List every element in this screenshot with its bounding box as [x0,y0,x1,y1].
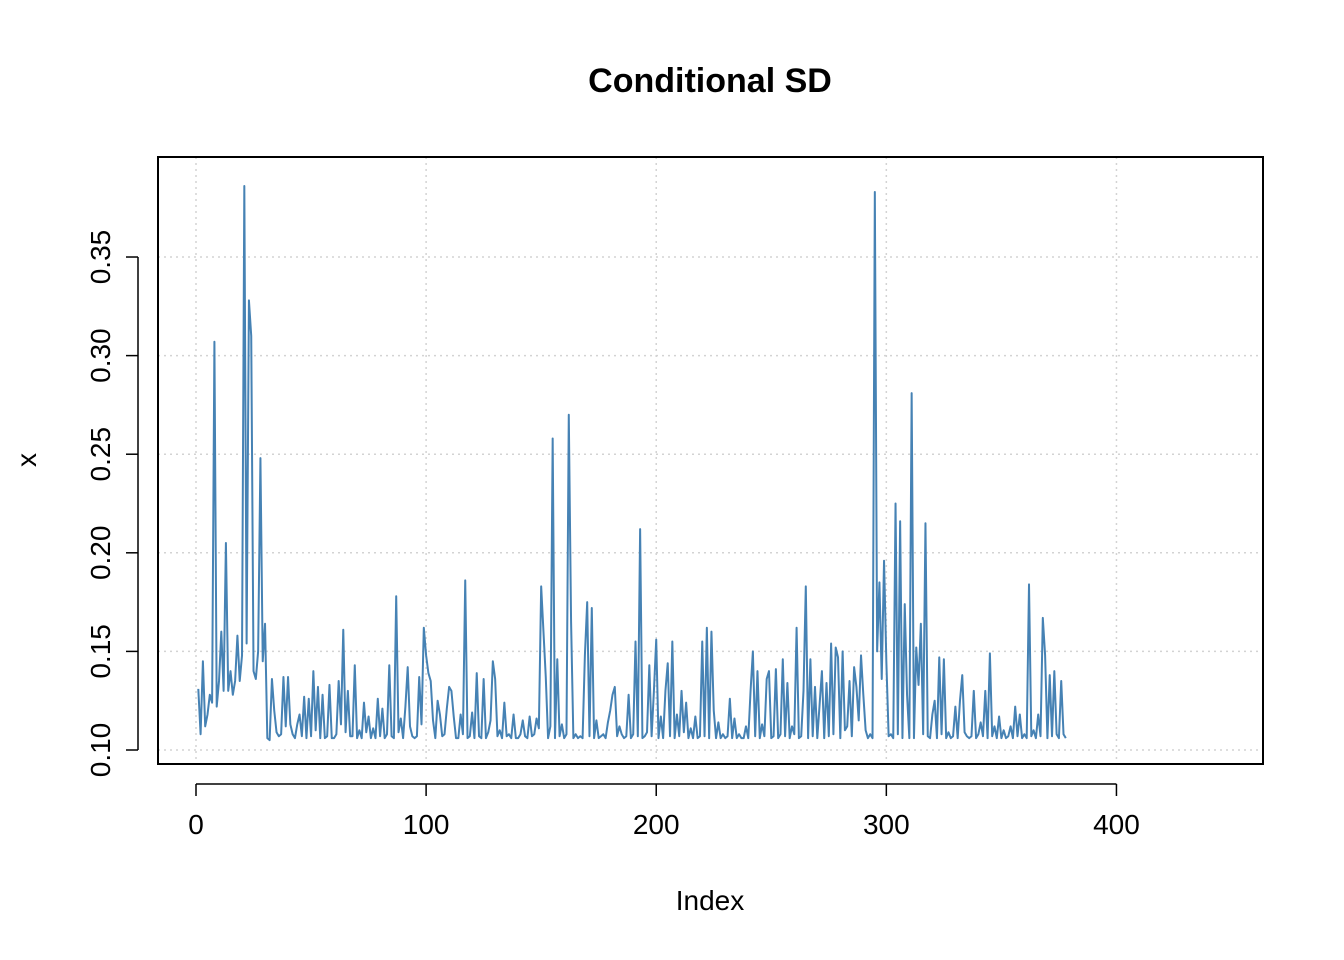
y-tick-label: 0.35 [85,230,116,285]
y-tick-label: 0.25 [85,427,116,482]
x-tick-label: 100 [403,809,450,840]
series-layer [197,185,1067,742]
series-line [197,185,1067,742]
x-tick-label: 200 [633,809,680,840]
x-tick-label: 0 [188,809,204,840]
plot-frame [157,156,1264,765]
x-tick-label: 400 [1093,809,1140,840]
y-tick-label: 0.20 [85,526,116,581]
x-axis-label: Index [676,885,745,916]
x-axis: 0 100 200 300 400 [188,783,1140,840]
y-tick-label: 0.15 [85,624,116,679]
y-tick-label: 0.10 [85,723,116,778]
chart-title: Conditional SD [588,62,832,100]
y-axis: 0.10 0.15 0.20 0.25 0.30 0.35 [85,230,139,778]
y-axis-label: x [11,453,42,467]
x-tick-label: 300 [863,809,910,840]
y-tick-label: 0.30 [85,328,116,383]
